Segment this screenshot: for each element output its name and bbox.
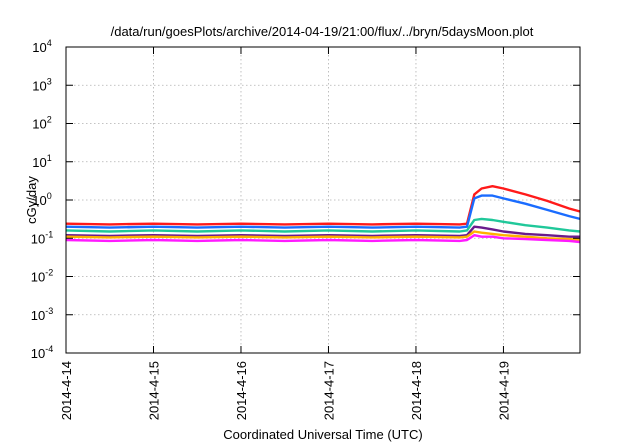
chart-title: /data/run/goesPlots/archive/2014-04-19/2…: [111, 24, 534, 39]
series-line: [65, 225, 580, 238]
series-line: [65, 230, 581, 242]
series-line: [65, 217, 581, 233]
y-tick-label: 10-3: [31, 306, 53, 323]
x-axis-label: Coordinated Universal Time (UTC): [223, 427, 422, 442]
x-tick-label: 2014-4-16: [234, 361, 249, 420]
y-tick-label: 101: [32, 153, 51, 170]
x-axis-ticks: 2014-4-14 2014-4-15 2014-4-16 2014-4-17 2014…: [59, 47, 511, 420]
series-line: [65, 194, 581, 229]
y-axis-ticks: 10-4 10-3 10-2 10-1 100 101 102 103 104: [31, 38, 580, 361]
y-tick-label: 104: [32, 38, 51, 55]
y-tick-label: 102: [32, 115, 51, 132]
grid: [66, 47, 580, 353]
series-lines: [65, 184, 581, 244]
series-line: [65, 184, 581, 226]
x-tick-label: 2014-4-19: [496, 361, 511, 420]
y-tick-label: 100: [32, 191, 51, 208]
x-tick-label: 2014-4-17: [321, 361, 336, 420]
y-tick-label: 10-1: [31, 229, 53, 246]
y-tick-label: 10-4: [31, 344, 53, 361]
series-line: [65, 233, 581, 244]
y-tick-label: 103: [32, 76, 51, 93]
x-tick-label: 2014-4-14: [59, 361, 74, 420]
x-tick-label: 2014-4-18: [409, 361, 424, 420]
y-axis-label: cGy/day: [24, 176, 39, 224]
y-tick-label: 10-2: [31, 268, 53, 285]
x-tick-label: 2014-4-15: [146, 361, 161, 420]
